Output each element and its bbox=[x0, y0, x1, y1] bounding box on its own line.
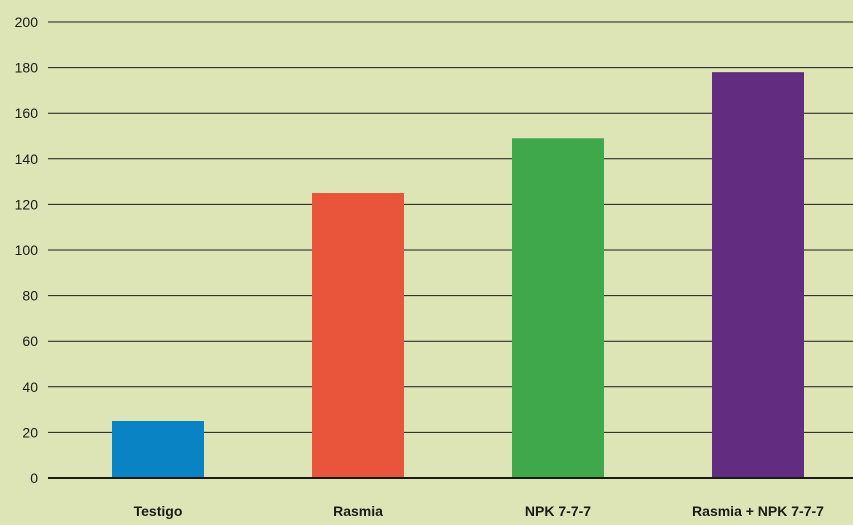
y-axis-ticks: 0 20 40 60 80 100 120 140 160 180 200 bbox=[15, 14, 39, 486]
y-tick-label: 20 bbox=[22, 424, 38, 440]
bars bbox=[112, 72, 804, 478]
x-category-label: NPK 7-7-7 bbox=[525, 503, 591, 519]
y-tick-label: 0 bbox=[30, 470, 38, 486]
x-category-label: Testigo bbox=[134, 503, 183, 519]
x-category-label: Rasmia + NPK 7-7-7 bbox=[692, 503, 824, 519]
x-category-label: Rasmia bbox=[333, 503, 383, 519]
y-tick-label: 180 bbox=[15, 60, 39, 76]
y-tick-label: 100 bbox=[15, 242, 39, 258]
bar-rasmia bbox=[312, 193, 404, 478]
y-tick-label: 200 bbox=[15, 14, 39, 30]
y-tick-label: 80 bbox=[22, 288, 38, 304]
y-tick-label: 40 bbox=[22, 379, 38, 395]
bar-rasmia-npk-7-7-7 bbox=[712, 72, 804, 478]
bar-testigo bbox=[112, 421, 204, 478]
y-tick-label: 160 bbox=[15, 105, 39, 121]
y-tick-label: 140 bbox=[15, 151, 39, 167]
y-tick-label: 60 bbox=[22, 333, 38, 349]
bar-npk-7-7-7 bbox=[512, 138, 604, 478]
y-tick-label: 120 bbox=[15, 196, 39, 212]
x-axis-labels: Testigo Rasmia NPK 7-7-7 Rasmia + NPK 7-7-7 bbox=[134, 503, 825, 519]
